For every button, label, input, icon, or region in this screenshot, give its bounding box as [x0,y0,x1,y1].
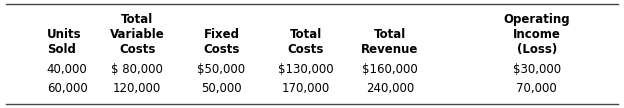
Text: $130,000: $130,000 [278,63,334,76]
Text: Operating: Operating [504,13,570,26]
Text: Sold: Sold [47,43,76,56]
Text: Fixed: Fixed [203,28,240,41]
Text: 60,000: 60,000 [47,82,87,95]
Text: Total: Total [121,13,154,26]
Text: $30,000: $30,000 [512,63,561,76]
Text: 120,000: 120,000 [113,82,162,95]
Text: $ 80,000: $ 80,000 [111,63,163,76]
Text: Total: Total [374,28,406,41]
Text: (Loss): (Loss) [517,43,557,56]
Text: 70,000: 70,000 [516,82,557,95]
Text: 50,000: 50,000 [201,82,242,95]
Text: Costs: Costs [288,43,324,56]
Text: $50,000: $50,000 [197,63,246,76]
Text: Costs: Costs [119,43,155,56]
Text: Income: Income [513,28,560,41]
Text: 170,000: 170,000 [281,82,330,95]
Text: 240,000: 240,000 [366,82,414,95]
Text: Revenue: Revenue [361,43,419,56]
Text: Total: Total [290,28,322,41]
Text: $160,000: $160,000 [362,63,418,76]
Text: Variable: Variable [110,28,165,41]
Text: Costs: Costs [203,43,240,56]
Text: Units: Units [47,28,81,41]
Text: 40,000: 40,000 [47,63,87,76]
